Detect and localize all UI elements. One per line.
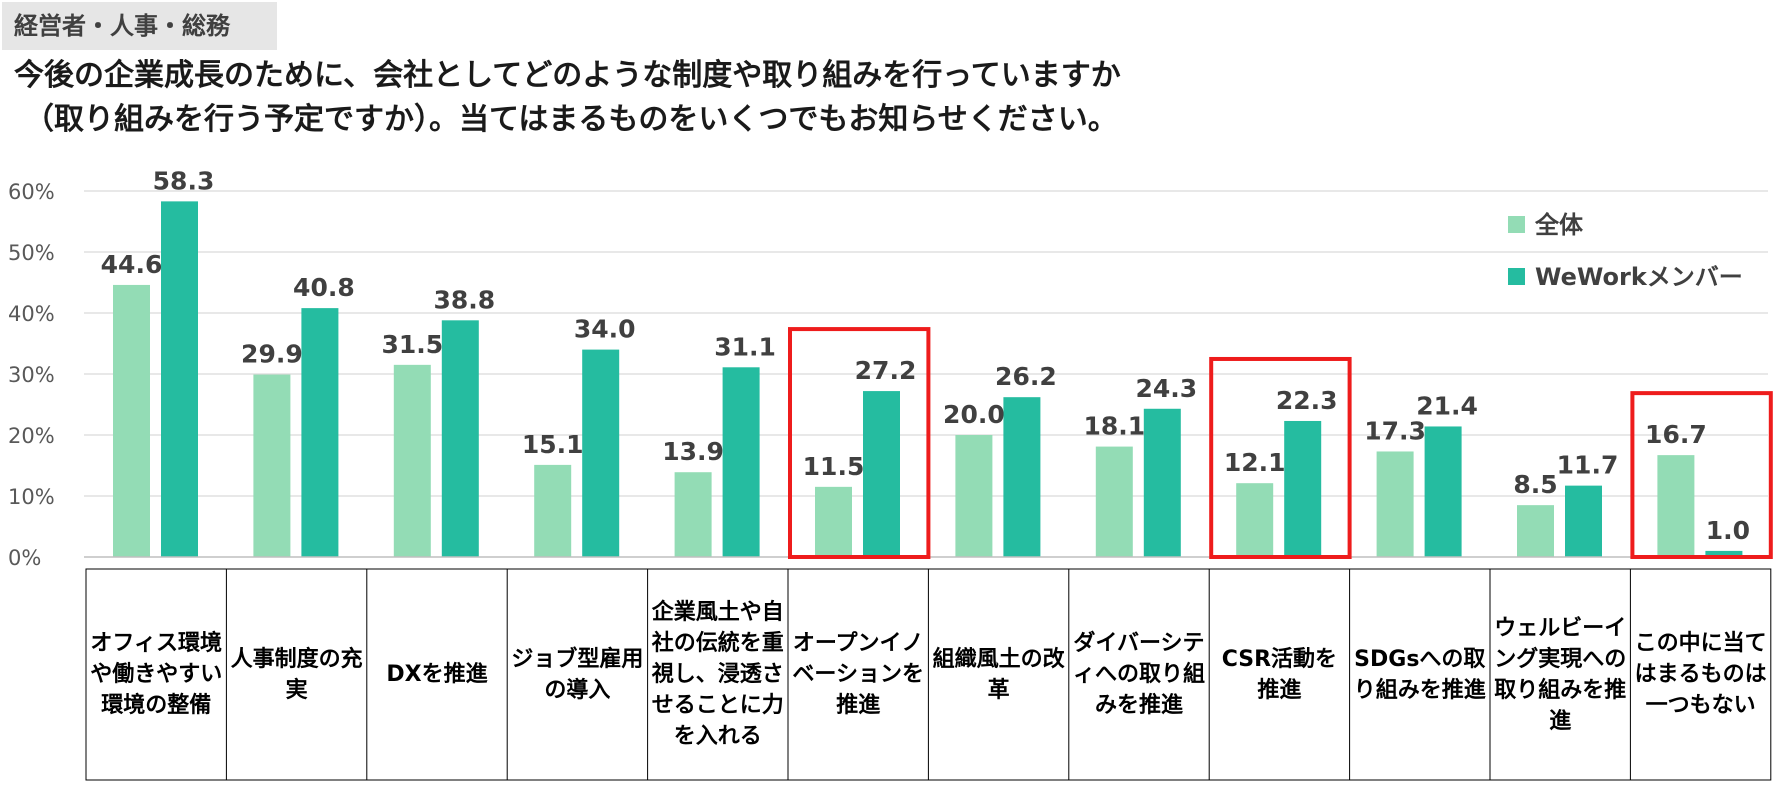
y-tick-label: 10% — [8, 485, 55, 509]
bar-all — [674, 472, 712, 557]
value-label-all: 16.7 — [1645, 420, 1707, 449]
value-label-wework: 27.2 — [855, 356, 917, 385]
value-label-wework: 1.0 — [1706, 516, 1750, 545]
value-label-all: 20.0 — [943, 400, 1005, 429]
category-label: DXを推進 — [386, 662, 488, 687]
value-label-all: 31.5 — [381, 330, 443, 359]
value-label-all: 11.5 — [803, 452, 865, 481]
value-label-all: 18.1 — [1083, 412, 1145, 441]
bar-all — [393, 364, 431, 557]
y-tick-label: 20% — [8, 424, 55, 448]
category-cell: DXを推進 — [386, 662, 488, 687]
value-label-wework: 31.1 — [714, 332, 776, 361]
category-label: オープンイノベーションを推進 — [792, 631, 924, 718]
legend-swatch — [1508, 216, 1525, 233]
bar-all — [815, 486, 852, 557]
respondent-badge: 経営者・人事・総務 — [2, 2, 277, 50]
bar-all — [534, 464, 572, 557]
value-label-wework: 34.0 — [574, 315, 636, 344]
bar-wework — [863, 391, 900, 557]
category-label: 組織風土の改革 — [932, 646, 1065, 703]
category-cell: ダイバーシティへの取り組みを推進 — [1072, 631, 1205, 718]
value-label-wework: 21.4 — [1416, 391, 1478, 420]
value-label-all: 44.6 — [101, 250, 163, 279]
bar-all — [1657, 455, 1695, 557]
bar-all — [113, 284, 150, 557]
bar-wework — [1284, 420, 1322, 557]
category-cell: ウェルビーイング実現への取り組みを推進 — [1494, 615, 1627, 734]
legend-swatch — [1508, 268, 1525, 285]
bar-all — [1236, 483, 1274, 557]
value-label-all: 15.1 — [522, 430, 584, 459]
title-line-1: 今後の企業成長のために、会社としてどのような制度や取り組みを行っていますか — [14, 58, 1121, 93]
value-label-wework: 26.2 — [995, 362, 1057, 391]
y-tick-label: 30% — [8, 363, 55, 387]
category-cell: オフィス環境や働きやすい環境の整備 — [90, 631, 223, 718]
bar-wework — [1565, 485, 1602, 557]
bar-wework — [301, 308, 339, 557]
legend-label: WeWorkメンバー — [1535, 263, 1743, 291]
category-label: 企業風土や自社の伝統を重視し、浸透させることに力を入れる — [651, 600, 784, 749]
bar-all — [1517, 505, 1554, 557]
bar-wework — [582, 349, 620, 557]
highlight-box — [1630, 391, 1773, 559]
category-cell: 企業風土や自社の伝統を重視し、浸透させることに力を入れる — [651, 600, 784, 749]
category-cell: 組織風土の改革 — [932, 646, 1065, 703]
category-cell: SDGsへの取り組みを推進 — [1353, 646, 1486, 703]
category-label: ウェルビーイング実現への取り組みを推進 — [1494, 615, 1627, 734]
highlight-box — [1209, 356, 1352, 559]
category-cell: ジョブ型雇用の導入 — [511, 646, 644, 703]
value-label-all: 17.3 — [1364, 416, 1426, 445]
value-label-wework: 38.8 — [433, 285, 495, 314]
bar-wework — [1705, 550, 1743, 557]
value-label-all: 8.5 — [1513, 470, 1557, 499]
category-label: SDGsへの取り組みを推進 — [1353, 646, 1486, 703]
value-label-all: 12.1 — [1224, 448, 1286, 477]
highlight-box — [788, 327, 931, 559]
y-tick-label: 60% — [8, 180, 55, 204]
category-label: ダイバーシティへの取り組みを推進 — [1072, 631, 1205, 718]
category-label: この中に当てはまるものは一つもない — [1634, 631, 1767, 718]
category-label: ジョブ型雇用の導入 — [511, 646, 644, 703]
category-label: オフィス環境や働きやすい環境の整備 — [90, 631, 223, 718]
bar-all — [1095, 446, 1133, 557]
value-label-wework: 40.8 — [293, 273, 355, 302]
bar-wework — [441, 320, 479, 557]
bar-wework — [722, 367, 760, 557]
category-cell: 人事制度の充実 — [230, 646, 363, 703]
category-cell: この中に当てはまるものは一つもない — [1634, 631, 1767, 718]
chart-title: 今後の企業成長のために、会社としてどのような制度や取り組みを行っていますか （取… — [14, 54, 1121, 142]
title-line-2: （取り組みを行う予定ですか）。当てはまるものをいくつでもお知らせください。 — [24, 102, 1118, 137]
category-label: CSR活動を推進 — [1221, 646, 1338, 703]
value-label-all: 13.9 — [662, 437, 724, 466]
category-cell: オープンイノベーションを推進 — [792, 631, 924, 718]
value-label-wework: 11.7 — [1557, 451, 1619, 480]
y-tick-label: 40% — [8, 302, 55, 326]
bar-all — [253, 374, 291, 557]
y-tick-label: 50% — [8, 241, 55, 265]
bar-all — [955, 435, 993, 557]
y-tick-label: 0% — [8, 546, 41, 570]
category-cell: CSR活動を推進 — [1221, 646, 1338, 703]
bar-wework — [161, 201, 198, 557]
value-label-wework: 24.3 — [1135, 374, 1197, 403]
legend-label: 全体 — [1534, 211, 1584, 239]
value-label-all: 29.9 — [241, 340, 303, 369]
category-label: 人事制度の充実 — [230, 646, 363, 703]
value-label-wework: 58.3 — [153, 166, 215, 195]
bar-all — [1376, 451, 1414, 557]
bar-wework — [1424, 426, 1462, 557]
bar-wework — [1003, 397, 1041, 557]
value-label-wework: 22.3 — [1276, 386, 1338, 415]
bar-wework — [1143, 408, 1181, 557]
